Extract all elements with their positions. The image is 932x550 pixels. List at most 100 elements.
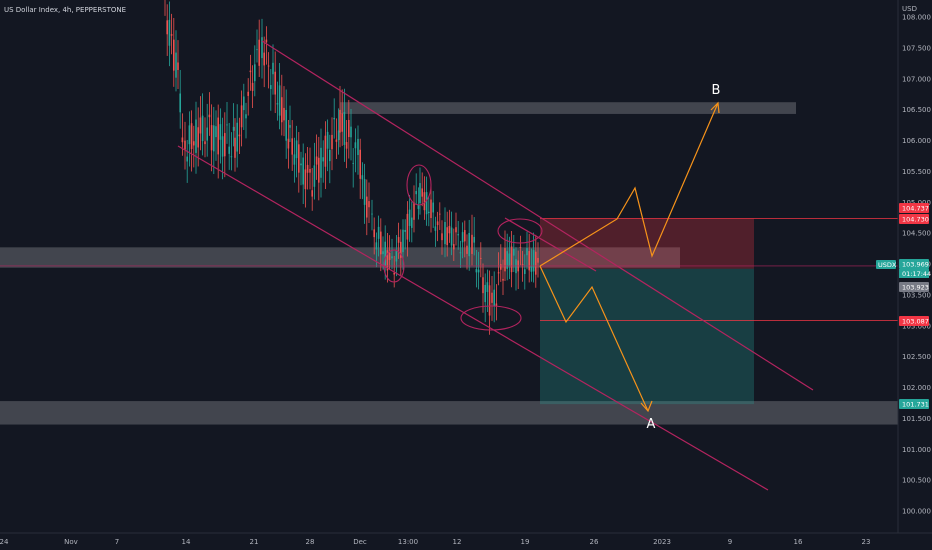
candle-body	[240, 105, 243, 128]
highlight-ellipse	[406, 164, 432, 206]
candle-body	[480, 258, 482, 259]
candle-body	[477, 269, 480, 273]
price-tag-label: 103.087	[902, 317, 929, 325]
candle-body	[339, 109, 341, 133]
x-tick-label: 14	[182, 538, 191, 546]
candle-body	[210, 125, 213, 151]
y-tick-label: 101.500	[902, 415, 931, 423]
candle-body	[359, 149, 361, 179]
currency-label: USD	[902, 5, 917, 13]
candle-body	[270, 85, 272, 90]
candle-body	[285, 110, 287, 141]
candle-body	[444, 221, 446, 245]
candle-body	[335, 139, 338, 142]
candle-body	[363, 179, 366, 205]
candle-body	[502, 278, 504, 281]
y-tick-label: 106.000	[902, 137, 931, 145]
highlight-ellipse	[460, 305, 522, 331]
candle-body	[201, 115, 204, 142]
y-tick-label: 100.500	[902, 477, 931, 485]
channel-upper-line	[261, 40, 814, 391]
candle-body	[354, 142, 357, 149]
candle-body	[232, 126, 235, 131]
x-tick-label: Nov	[64, 538, 78, 546]
y-tick-label: 103.000	[902, 322, 931, 330]
risk-zone	[540, 218, 754, 269]
highlight-ellipse	[383, 249, 405, 283]
candle-body	[421, 188, 423, 197]
price-tag-label: 103.969	[902, 260, 929, 268]
candle-body	[221, 136, 224, 157]
candle-body	[352, 162, 354, 164]
candle-body	[528, 251, 530, 271]
candle-body	[236, 122, 238, 152]
candle-body	[298, 144, 300, 173]
candle-body	[513, 248, 515, 256]
candle-body	[455, 227, 457, 233]
symbol-tag	[876, 260, 896, 269]
candle-body	[175, 52, 177, 78]
x-tick-label: 7	[115, 538, 119, 546]
candle-body	[419, 183, 421, 204]
price-tag-label: 103.923	[902, 283, 929, 291]
candle-body	[408, 209, 411, 226]
candle-body	[450, 227, 453, 246]
candle-body	[249, 70, 252, 73]
candle-body	[453, 244, 455, 250]
candle-body	[179, 93, 181, 113]
candle-body	[357, 138, 359, 156]
candle-body	[251, 82, 254, 91]
candle-body	[226, 124, 228, 126]
x-tick-label: 2023	[653, 538, 671, 546]
candle-body	[500, 264, 502, 270]
candle-body	[524, 269, 526, 274]
highlight-ellipse	[497, 218, 543, 244]
candle-body	[386, 250, 389, 271]
candle-body	[166, 20, 168, 35]
channel-lower-line	[177, 145, 769, 491]
candle-body	[276, 103, 279, 105]
candle-body	[304, 169, 307, 190]
candle-body	[263, 52, 265, 66]
candle-body	[256, 49, 258, 51]
candle-body	[199, 117, 202, 134]
candle-body	[291, 138, 293, 155]
candle-body	[380, 231, 382, 255]
candle-body	[261, 37, 263, 59]
candle-body	[215, 126, 217, 138]
price-tag	[899, 203, 929, 213]
candle-body	[384, 241, 386, 266]
candle-body	[206, 127, 208, 141]
candle-body	[493, 289, 495, 306]
candle-body	[375, 242, 378, 250]
candle-body	[446, 227, 448, 246]
candle-body	[329, 149, 331, 162]
candle-body	[406, 213, 409, 240]
x-tick-label: 23	[862, 538, 871, 546]
candle-body	[361, 175, 364, 180]
candle-body	[208, 114, 211, 118]
candle-body	[295, 140, 298, 159]
candle-body	[530, 266, 533, 272]
candle-body	[345, 142, 348, 149]
candle-body	[213, 125, 215, 152]
projection-path-b	[539, 102, 719, 267]
candle-body	[217, 117, 219, 155]
candle-body	[168, 19, 171, 46]
candle-body	[402, 229, 404, 253]
candle-body	[371, 213, 373, 215]
candle-body	[519, 247, 522, 248]
symbol-label: USDX	[878, 261, 897, 269]
candle-body	[287, 138, 290, 149]
candle-body	[188, 125, 191, 145]
candle-body	[234, 137, 236, 158]
candle-body	[461, 232, 464, 243]
candle-body	[348, 119, 350, 138]
candle-body	[459, 252, 462, 254]
candle-body	[425, 192, 428, 215]
candle-body	[318, 157, 320, 183]
candle-body	[532, 250, 535, 272]
x-tick-label: 12	[453, 538, 462, 546]
